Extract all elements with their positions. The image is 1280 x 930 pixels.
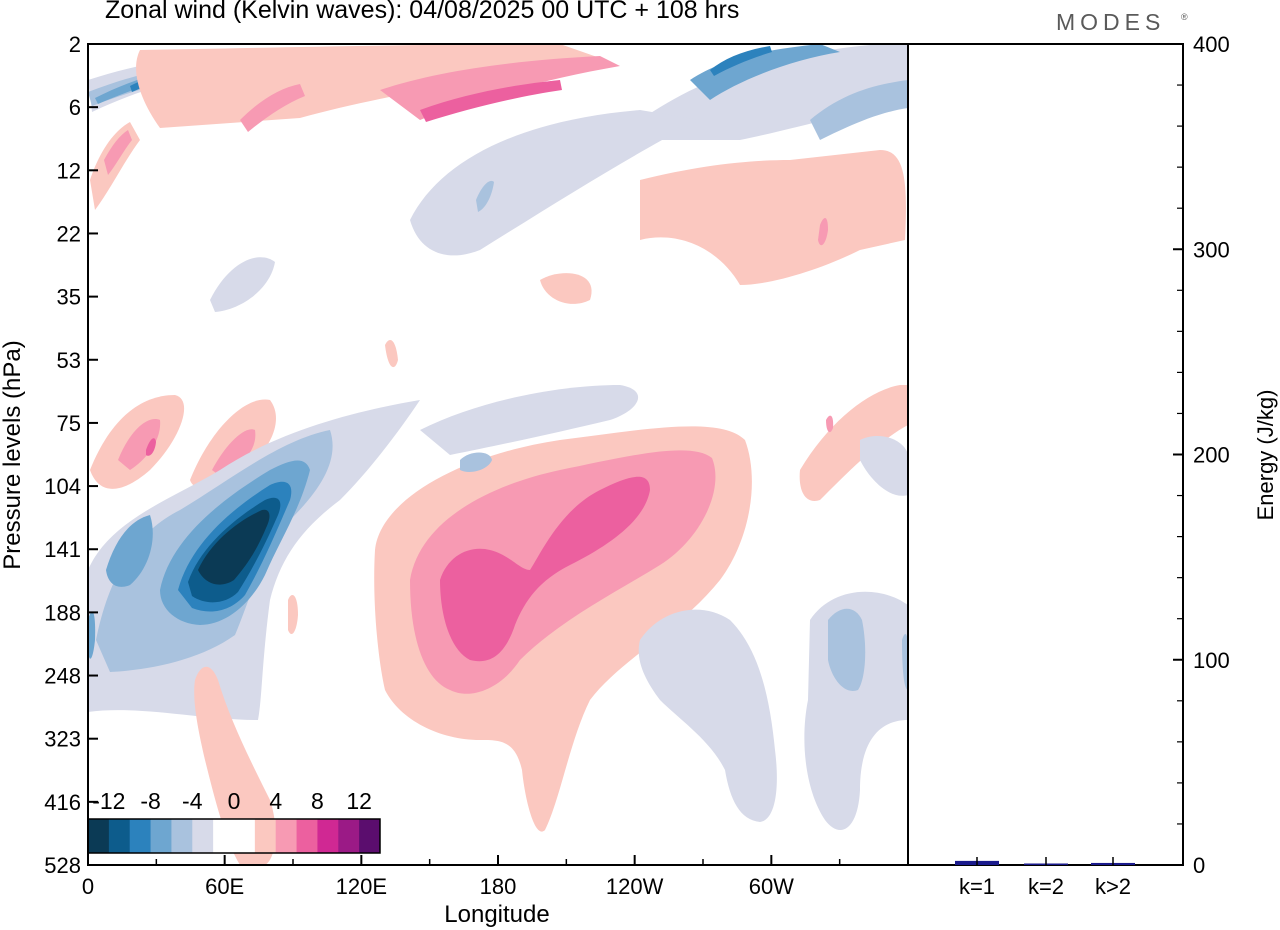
colorbar-cell [130, 819, 151, 853]
y-tick-label: 188 [44, 600, 81, 625]
x-tick-label: 60E [205, 874, 244, 899]
colorbar-cell [151, 819, 172, 853]
x-tick-label: 120E [336, 874, 387, 899]
colorbar-cell [317, 819, 338, 853]
y-tick-label: 22 [57, 221, 81, 246]
energy-axis-label: Energy (J/kg) [1253, 390, 1278, 521]
energy-tick-label: 100 [1193, 648, 1230, 673]
colorbar-label: 12 [346, 788, 372, 814]
y-tick-label: 75 [57, 411, 81, 436]
y-tick-label: 6 [69, 95, 81, 120]
colorbar-cell [88, 819, 109, 853]
y-tick-label: 141 [44, 537, 81, 562]
y-tick-label: 528 [44, 853, 81, 878]
x-tick-label: 180 [480, 874, 517, 899]
energy-tick-label: 400 [1193, 32, 1230, 57]
y-tick-label: 35 [57, 285, 81, 310]
colorbar-cell [255, 819, 276, 853]
colorbar-cells [88, 819, 381, 853]
y-tick-label: 248 [44, 664, 81, 689]
energy-category-label: k=2 [1028, 874, 1064, 899]
energy-tick-label: 200 [1193, 443, 1230, 468]
colorbar-cell [234, 819, 255, 853]
colorbar-cell [213, 819, 234, 853]
energy-category-label: k=1 [959, 874, 995, 899]
y-tick-label: 416 [44, 790, 81, 815]
x-tick-label: 0 [82, 874, 94, 899]
y-tick-label: 2 [69, 32, 81, 57]
colorbar-cell [171, 819, 192, 853]
x-tick-label: 60W [749, 874, 794, 899]
energy-axis-ticks: 0 100 200 300 400 [1173, 32, 1230, 878]
colorbar-label: 4 [269, 788, 282, 814]
y-tick-label: 12 [57, 158, 81, 183]
colorbar-label: -8 [140, 788, 160, 814]
colorbar-label: -4 [182, 788, 203, 814]
x-tick-label: 120W [606, 874, 664, 899]
y-tick-label: 104 [44, 474, 81, 499]
y-tick-label: 323 [44, 727, 81, 752]
x-axis-label: Longitude [444, 901, 549, 928]
colorbar-label: 0 [228, 788, 241, 814]
energy-tick-label: 0 [1193, 853, 1205, 878]
energy-bars [955, 861, 1135, 865]
y-axis-label: Pressure levels (hPa) [0, 340, 26, 569]
colorbar-cell [109, 819, 130, 853]
colorbar-cell [297, 819, 318, 853]
chart-canvas: -12 -8 -4 0 4 8 12 261222355375104141188248323… [0, 0, 1280, 930]
energy-category-label: k>2 [1095, 874, 1131, 899]
colorbar-cell [192, 819, 213, 853]
energy-tick-label: 300 [1193, 237, 1230, 262]
y-tick-label: 53 [57, 348, 81, 373]
colorbar-cell [338, 819, 359, 853]
wind-field [88, 44, 908, 865]
colorbar-cell [359, 819, 380, 853]
colorbar-cell [276, 819, 297, 853]
colorbar-label: 8 [311, 788, 324, 814]
